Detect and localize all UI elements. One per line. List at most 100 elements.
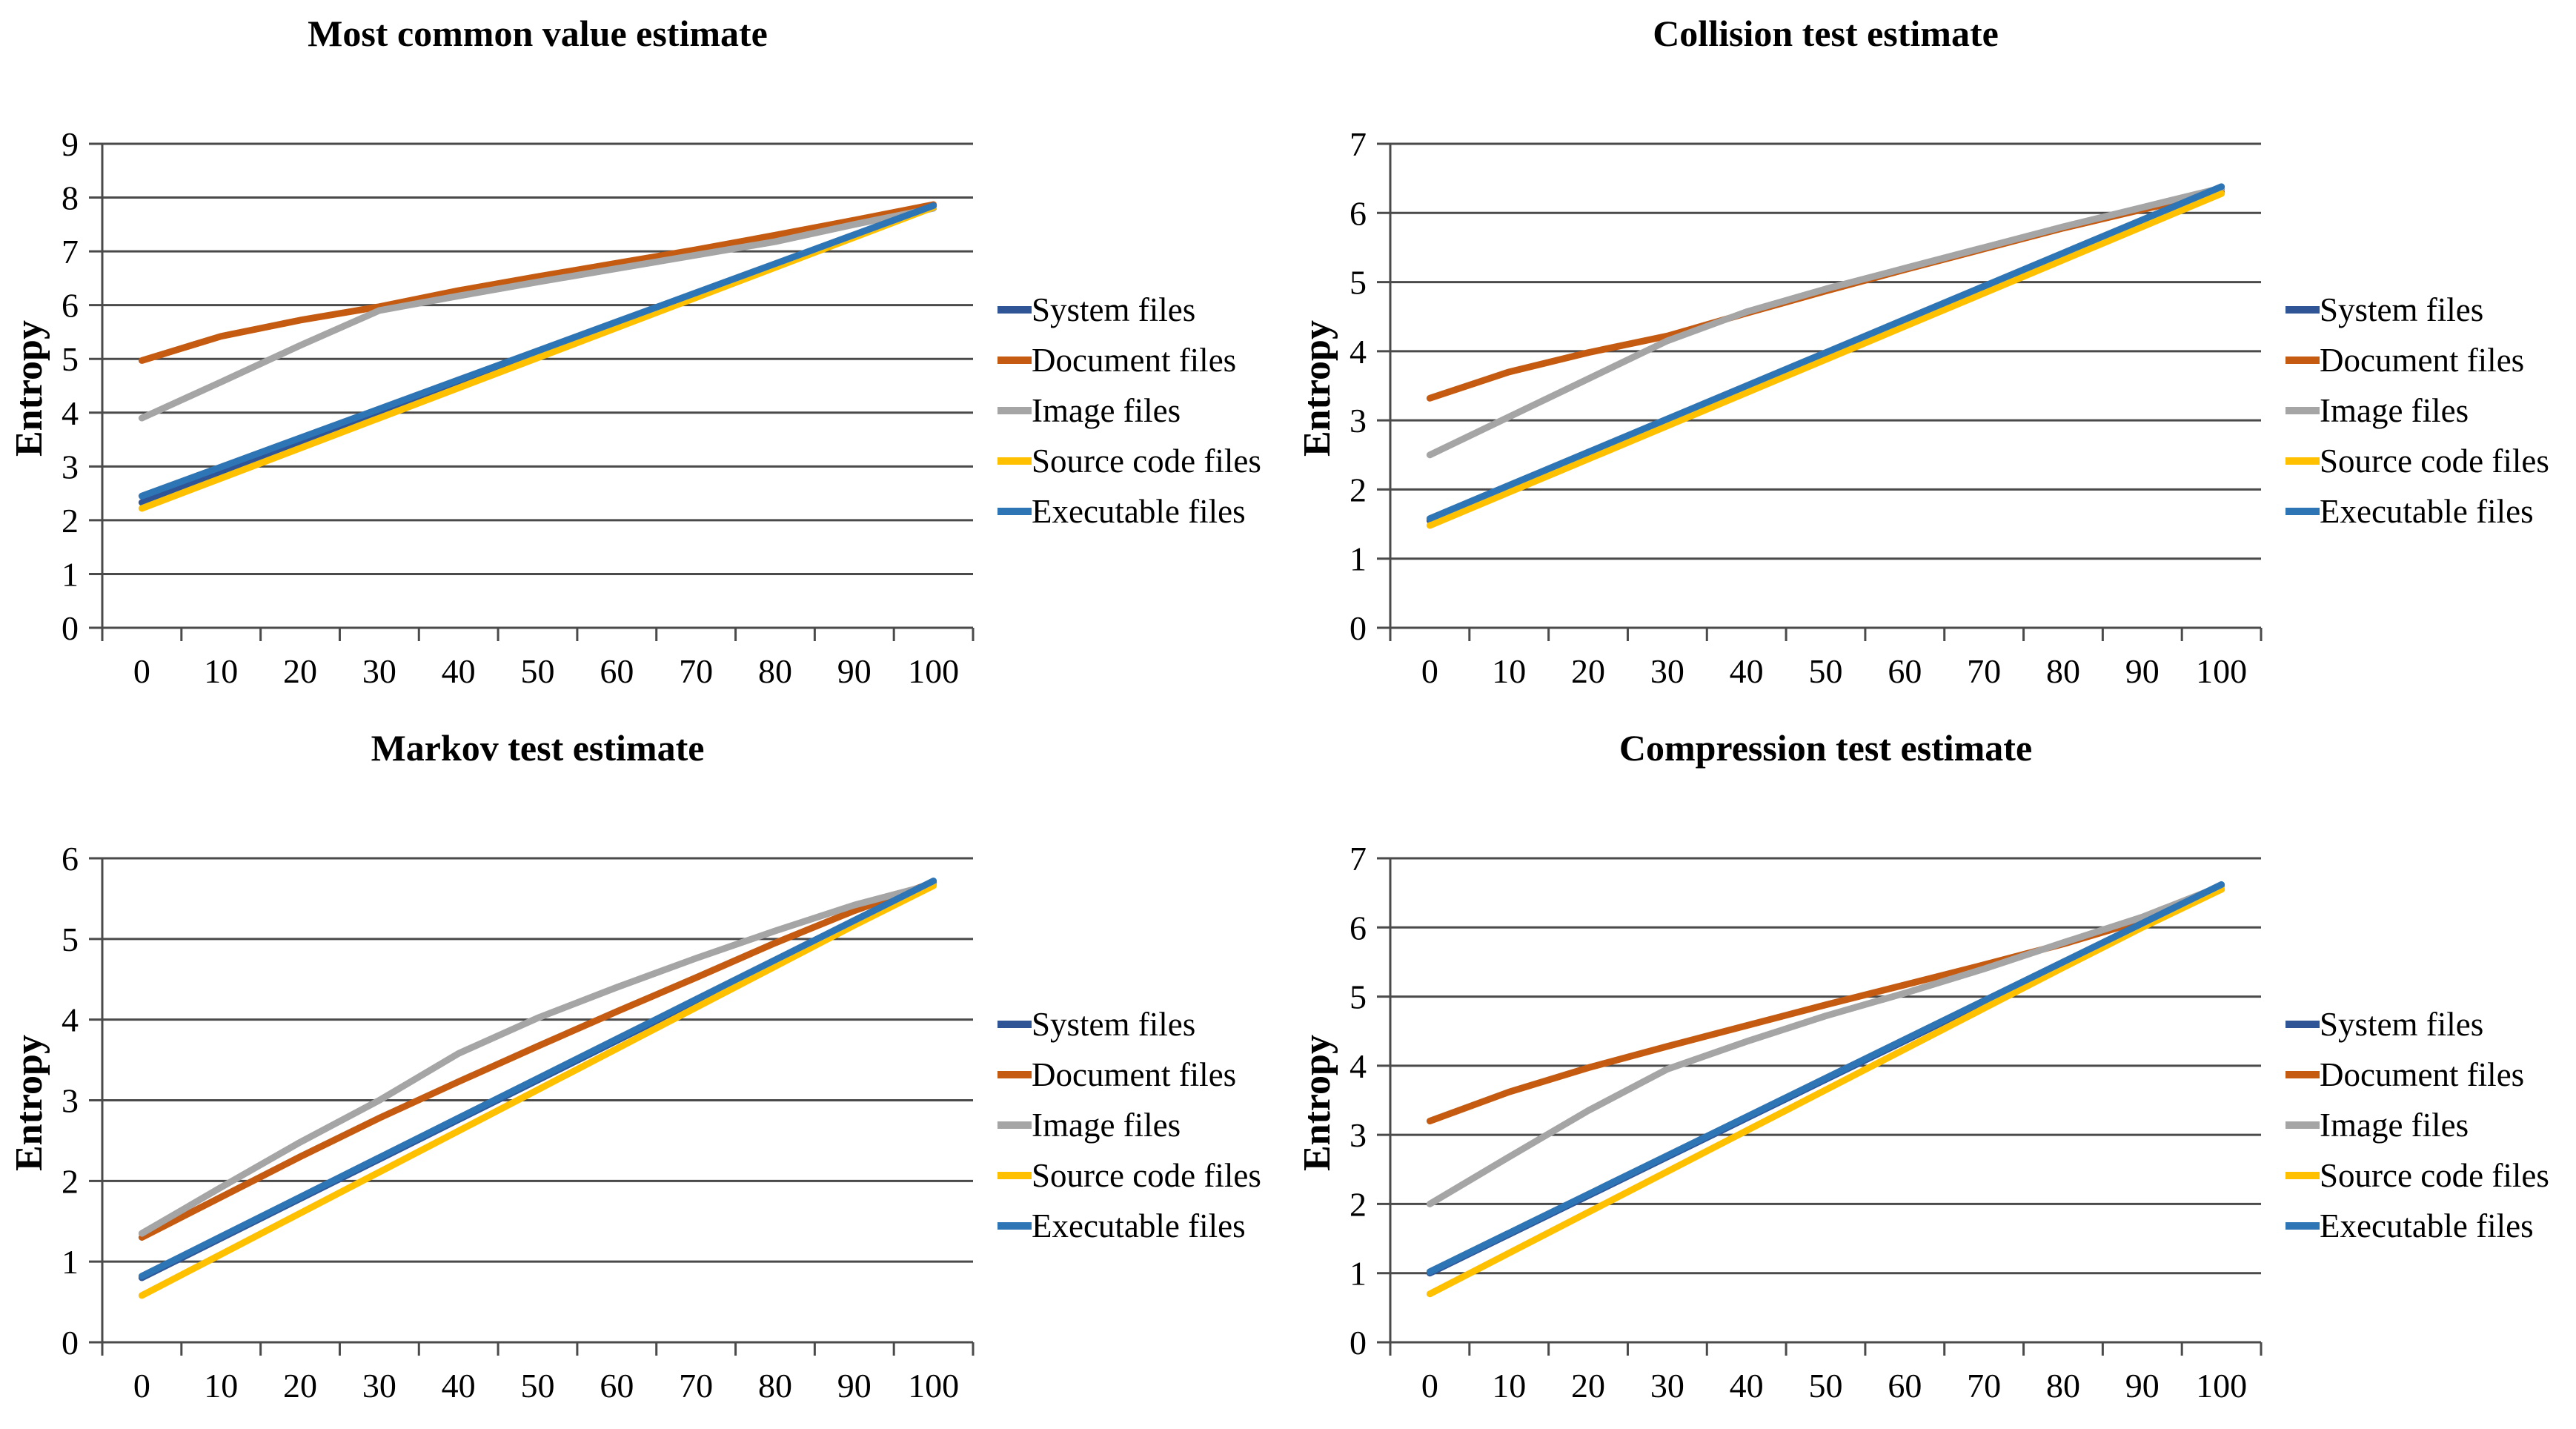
x-tick-label: 60 [600, 652, 634, 690]
series-line-executable-files [1426, 881, 2225, 1276]
x-tick-label: 60 [600, 1367, 634, 1405]
x-tick-label: 30 [1650, 1367, 1684, 1405]
y-axis-title: Entropy [1296, 320, 1338, 457]
y-tick-label: 1 [1350, 540, 1367, 578]
legend-item-document-files: Document files [2285, 1050, 2549, 1100]
legend-item-image-files: Image files [997, 385, 1261, 436]
y-tick-label: 8 [62, 179, 79, 217]
legend: System files Document files Image files Sou… [997, 999, 1261, 1251]
y-tick-label: 1 [62, 1243, 79, 1281]
series-line-image-files [138, 205, 937, 422]
y-tick-label: 0 [62, 1324, 79, 1362]
x-tick-label: 0 [133, 1367, 150, 1405]
y-tick-label: 2 [62, 1162, 79, 1200]
legend-swatch-icon [997, 1071, 1032, 1078]
legend-item-document-files: Document files [997, 335, 1261, 385]
y-tick-label: 3 [1350, 402, 1367, 440]
legend-label: Document files [2320, 1055, 2525, 1093]
legend-swatch-icon [997, 1172, 1032, 1179]
x-tick-label: 30 [362, 1367, 396, 1405]
legend: System files Document files Image files Sou… [2285, 999, 2549, 1251]
legend-item-source-code-files: Source code files [2285, 1150, 2549, 1201]
x-tick-label: 40 [442, 1367, 476, 1405]
series-line-image-files [1426, 882, 2225, 1207]
legend-label: System files [2320, 291, 2484, 328]
legend-swatch-icon [997, 357, 1032, 364]
y-tick-label: 4 [62, 394, 79, 432]
legend-label: Executable files [1032, 1207, 1246, 1244]
chart-markov-test: 0 1 2 3 4 5 6 0 10 20 30 40 50 60 70 80 90 100 Markov tes… [0, 714, 1288, 1429]
legend-item-executable-files: Executable files [997, 1201, 1261, 1251]
x-tick-label: 40 [1730, 652, 1764, 690]
legend-label: Executable files [2320, 492, 2534, 530]
legend-item-source-code-files: Source code files [997, 1150, 1261, 1201]
x-tick-label: 100 [2196, 652, 2247, 690]
legend-label: System files [1032, 1005, 1196, 1043]
legend-item-document-files: Document files [2285, 335, 2549, 385]
legend-item-system-files: System files [2285, 285, 2549, 335]
y-tick-label: 2 [62, 502, 79, 540]
x-tick-label: 80 [2046, 652, 2080, 690]
series-line-source-code-files [1426, 886, 2225, 1298]
legend-item-source-code-files: Source code files [997, 436, 1261, 486]
x-tick-label: 20 [1571, 652, 1605, 690]
series-line-document-files [138, 879, 937, 1241]
y-tick-label: 5 [62, 921, 79, 958]
y-axis-title: Entropy [1296, 1035, 1338, 1171]
legend-swatch-icon [997, 306, 1032, 314]
legend-label: Source code files [2320, 442, 2549, 480]
y-tick-label: 2 [1350, 1185, 1367, 1223]
legend-item-document-files: Document files [997, 1050, 1261, 1100]
y-tick-label: 6 [1350, 909, 1367, 946]
series-line-executable-files [1426, 183, 2225, 523]
x-tick-label: 90 [837, 652, 872, 690]
x-tick-label: 20 [1571, 1367, 1605, 1405]
x-tick-label: 90 [2125, 1367, 2160, 1405]
legend-swatch-icon [2285, 1172, 2320, 1179]
legend-swatch-icon [997, 457, 1032, 465]
legend-swatch-icon [997, 1021, 1032, 1028]
series-line-source-code-files [138, 882, 937, 1299]
legend-swatch-icon [2285, 407, 2320, 414]
y-tick-label: 7 [1350, 840, 1367, 878]
y-tick-label: 7 [1350, 125, 1367, 163]
legend-swatch-icon [2285, 1071, 2320, 1078]
y-tick-label: 7 [62, 233, 79, 271]
series-line-source-code-files [1426, 190, 2225, 529]
y-tick-label: 6 [62, 287, 79, 325]
chart-collision-test: 0 1 2 3 4 5 6 7 0 10 20 30 40 50 60 70 80 90 100 Collision… [1288, 0, 2576, 714]
legend-swatch-icon [2285, 508, 2320, 515]
y-tick-label: 9 [62, 125, 79, 163]
legend-item-executable-files: Executable files [2285, 1201, 2549, 1251]
y-axis-title: Entropy [8, 320, 50, 457]
x-tick-label: 100 [2196, 1367, 2247, 1405]
x-tick-label: 20 [283, 652, 317, 690]
x-tick-label: 70 [1967, 1367, 2001, 1405]
legend-item-system-files: System files [2285, 999, 2549, 1050]
y-tick-label: 4 [1350, 1047, 1367, 1085]
x-tick-label: 40 [1730, 1367, 1764, 1405]
x-tick-label: 70 [679, 1367, 713, 1405]
legend-swatch-icon [2285, 1121, 2320, 1129]
y-tick-label: 5 [62, 340, 79, 378]
chart-title: Most common value estimate [308, 13, 768, 54]
legend-item-executable-files: Executable files [997, 486, 1261, 537]
y-axis-title: Entropy [8, 1035, 50, 1171]
y-tick-label: 0 [62, 609, 79, 647]
series-line-image-files [1426, 185, 2225, 459]
y-tick-label: 3 [62, 448, 79, 485]
y-tick-label: 0 [1350, 609, 1367, 647]
legend-label: Executable files [2320, 1207, 2534, 1244]
x-tick-label: 20 [283, 1367, 317, 1405]
legend-item-executable-files: Executable files [2285, 486, 2549, 537]
x-tick-label: 50 [1809, 652, 1843, 690]
legend-swatch-icon [2285, 357, 2320, 364]
x-tick-label: 10 [1492, 1367, 1526, 1405]
legend-swatch-icon [997, 407, 1032, 414]
legend-label: Image files [1032, 1106, 1181, 1144]
x-tick-label: 0 [133, 652, 150, 690]
legend-label: Image files [2320, 391, 2469, 429]
